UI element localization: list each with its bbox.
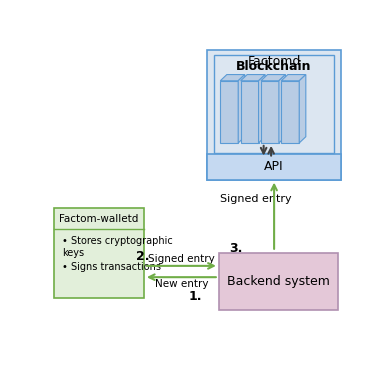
- Text: • Signs transactions: • Signs transactions: [62, 262, 161, 272]
- Text: Blockchain: Blockchain: [236, 59, 312, 73]
- FancyBboxPatch shape: [207, 154, 342, 180]
- FancyBboxPatch shape: [219, 253, 339, 310]
- Text: Backend system: Backend system: [227, 275, 330, 288]
- Polygon shape: [279, 75, 286, 143]
- Text: • Stores cryptographic
keys: • Stores cryptographic keys: [62, 236, 173, 258]
- Text: Factomd: Factomd: [247, 55, 301, 68]
- Text: 1.: 1.: [189, 290, 202, 304]
- Polygon shape: [220, 75, 245, 81]
- FancyBboxPatch shape: [207, 50, 342, 180]
- Text: 3.: 3.: [229, 242, 243, 255]
- Polygon shape: [281, 75, 306, 81]
- Polygon shape: [261, 75, 286, 81]
- Polygon shape: [261, 81, 279, 143]
- Polygon shape: [281, 81, 299, 143]
- Polygon shape: [299, 75, 306, 143]
- Polygon shape: [238, 75, 245, 143]
- Text: API: API: [264, 160, 284, 174]
- Text: Factom-walletd: Factom-walletd: [59, 214, 139, 224]
- Text: Signed entry: Signed entry: [148, 254, 215, 264]
- FancyBboxPatch shape: [54, 208, 144, 298]
- Polygon shape: [240, 81, 259, 143]
- Text: Signed entry: Signed entry: [220, 194, 292, 204]
- Polygon shape: [259, 75, 265, 143]
- Polygon shape: [240, 75, 265, 81]
- Text: New entry: New entry: [155, 279, 208, 288]
- Polygon shape: [220, 81, 238, 143]
- FancyBboxPatch shape: [214, 55, 334, 153]
- Text: 2.: 2.: [137, 250, 150, 263]
